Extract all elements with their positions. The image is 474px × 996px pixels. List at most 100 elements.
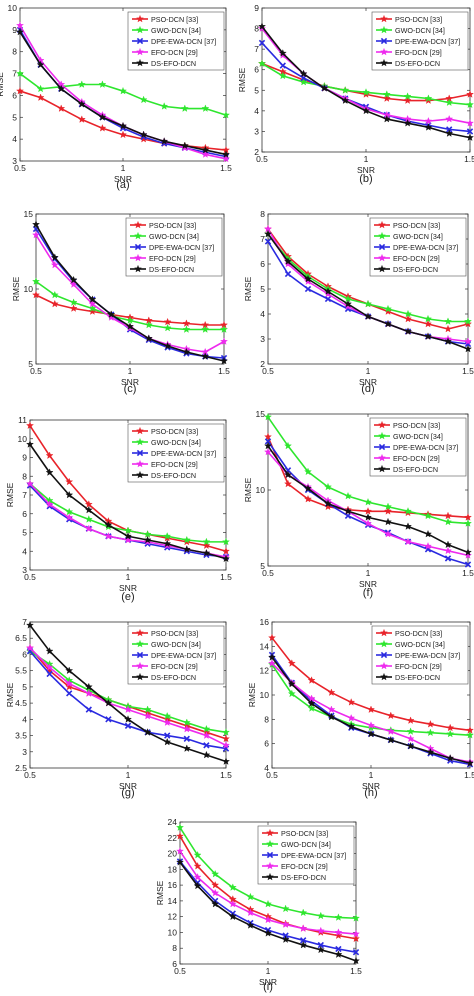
data-point bbox=[139, 95, 148, 104]
data-point bbox=[246, 892, 255, 901]
panel-caption: (b) bbox=[359, 173, 372, 185]
x-tick-label: 0.5 bbox=[266, 770, 278, 780]
data-point bbox=[317, 941, 324, 949]
data-point bbox=[324, 499, 332, 508]
legend-marker bbox=[378, 443, 386, 451]
data-point bbox=[50, 290, 59, 299]
data-point bbox=[84, 524, 93, 533]
legend-marker bbox=[378, 464, 386, 473]
data-point bbox=[384, 507, 392, 515]
data-point bbox=[65, 477, 74, 486]
legend-marker bbox=[380, 47, 388, 56]
y-tick-label: 8 bbox=[22, 471, 27, 481]
legend-entry: DS-EFO-DCN bbox=[393, 465, 438, 474]
chart-panel-1: 3 4 5 6 7 8 9 10 0.5 1 1.5 SNR RMSE PSO-DCN [33] GWO-D… bbox=[0, 3, 232, 191]
legend-marker bbox=[136, 459, 144, 468]
data-point bbox=[444, 337, 452, 345]
data-point bbox=[258, 22, 266, 30]
data-point bbox=[193, 862, 202, 870]
data-point bbox=[201, 352, 210, 360]
data-point bbox=[324, 295, 332, 303]
data-point bbox=[65, 490, 74, 499]
data-point bbox=[382, 94, 391, 102]
data-point bbox=[384, 529, 392, 538]
data-point bbox=[367, 705, 375, 713]
data-point bbox=[316, 926, 325, 935]
y-tick-label: 4 bbox=[12, 134, 17, 144]
data-point bbox=[352, 929, 360, 938]
data-point bbox=[98, 80, 107, 88]
data-point bbox=[222, 554, 230, 563]
legend-entry: GWO-DCN [34] bbox=[395, 640, 445, 649]
legend-marker bbox=[136, 58, 144, 67]
panel-caption: (h) bbox=[364, 787, 377, 799]
legend-marker bbox=[378, 420, 386, 429]
data-point bbox=[424, 314, 432, 323]
data-point bbox=[362, 88, 370, 96]
legend-marker bbox=[136, 437, 144, 446]
y-tick-label: 6 bbox=[22, 509, 27, 519]
data-point bbox=[84, 515, 93, 523]
data-point bbox=[163, 711, 172, 720]
data-point bbox=[222, 757, 230, 765]
data-point bbox=[77, 115, 86, 123]
data-point bbox=[281, 920, 290, 928]
y-tick-label: 11 bbox=[18, 415, 27, 425]
y-tick-label: 16 bbox=[168, 880, 178, 890]
data-point bbox=[466, 119, 474, 127]
data-point bbox=[203, 742, 210, 749]
data-point bbox=[464, 317, 472, 325]
data-point bbox=[201, 150, 210, 158]
legend-entry: EFO-DCN [29] bbox=[151, 662, 198, 671]
legend-entry: PSO-DCN [33] bbox=[395, 629, 442, 638]
data-point bbox=[364, 497, 372, 506]
data-point bbox=[45, 647, 54, 655]
data-point bbox=[464, 561, 472, 568]
legend-marker bbox=[136, 37, 144, 45]
x-tick-label: 1.5 bbox=[464, 154, 474, 164]
data-point bbox=[222, 154, 230, 163]
data-point bbox=[182, 535, 191, 544]
y-tick-label: 6 bbox=[22, 649, 27, 659]
legend: PSO-DCN [33] GWO-DCN [34] DPE-EWA-DCN [37]… bbox=[127, 625, 225, 685]
data-point bbox=[45, 500, 54, 508]
y-tick-label: 6 bbox=[172, 959, 177, 969]
chart-panel-6: 5 10 15 0.5 1 1.5 SNR RMSE PSO-DCN [33] GWO-DCN [… bbox=[243, 409, 474, 599]
legend-entry: EFO-DCN [29] bbox=[149, 254, 196, 263]
data-point bbox=[268, 659, 276, 667]
data-point bbox=[334, 950, 343, 958]
data-point bbox=[202, 537, 211, 546]
data-point bbox=[403, 119, 412, 127]
legend-marker bbox=[266, 828, 274, 837]
legend-marker bbox=[134, 264, 142, 273]
data-point bbox=[464, 513, 472, 521]
data-point bbox=[16, 27, 24, 36]
data-point bbox=[287, 679, 296, 688]
y-axis-label: RMSE bbox=[247, 682, 257, 707]
legend-entry: DS-EFO-DCN bbox=[281, 873, 326, 882]
data-point bbox=[404, 314, 412, 323]
data-point bbox=[444, 540, 452, 549]
y-tick-label: 9 bbox=[22, 453, 27, 463]
data-point bbox=[464, 319, 472, 328]
x-tick-label: 0.5 bbox=[24, 572, 36, 582]
legend-entry: EFO-DCN [29] bbox=[281, 862, 328, 871]
data-point bbox=[404, 522, 412, 530]
y-tick-label: 3 bbox=[22, 565, 27, 575]
legend-box bbox=[371, 11, 469, 71]
y-tick-label: 5 bbox=[28, 359, 33, 369]
data-point bbox=[201, 104, 210, 112]
data-point bbox=[299, 940, 308, 949]
panel-caption: (e) bbox=[121, 591, 134, 603]
y-tick-label: 5 bbox=[22, 682, 27, 692]
data-point bbox=[403, 96, 412, 104]
x-tick-label: 1.5 bbox=[350, 966, 362, 976]
y-tick-label: 16 bbox=[260, 617, 270, 627]
x-tick-label: 1 bbox=[126, 770, 131, 780]
data-point bbox=[220, 356, 228, 365]
data-point bbox=[211, 899, 220, 908]
y-tick-label: 9 bbox=[12, 25, 17, 35]
data-point bbox=[304, 484, 312, 492]
legend: PSO-DCN [33] GWO-DCN [34] DPE-EWA-DCN [37]… bbox=[127, 423, 225, 483]
